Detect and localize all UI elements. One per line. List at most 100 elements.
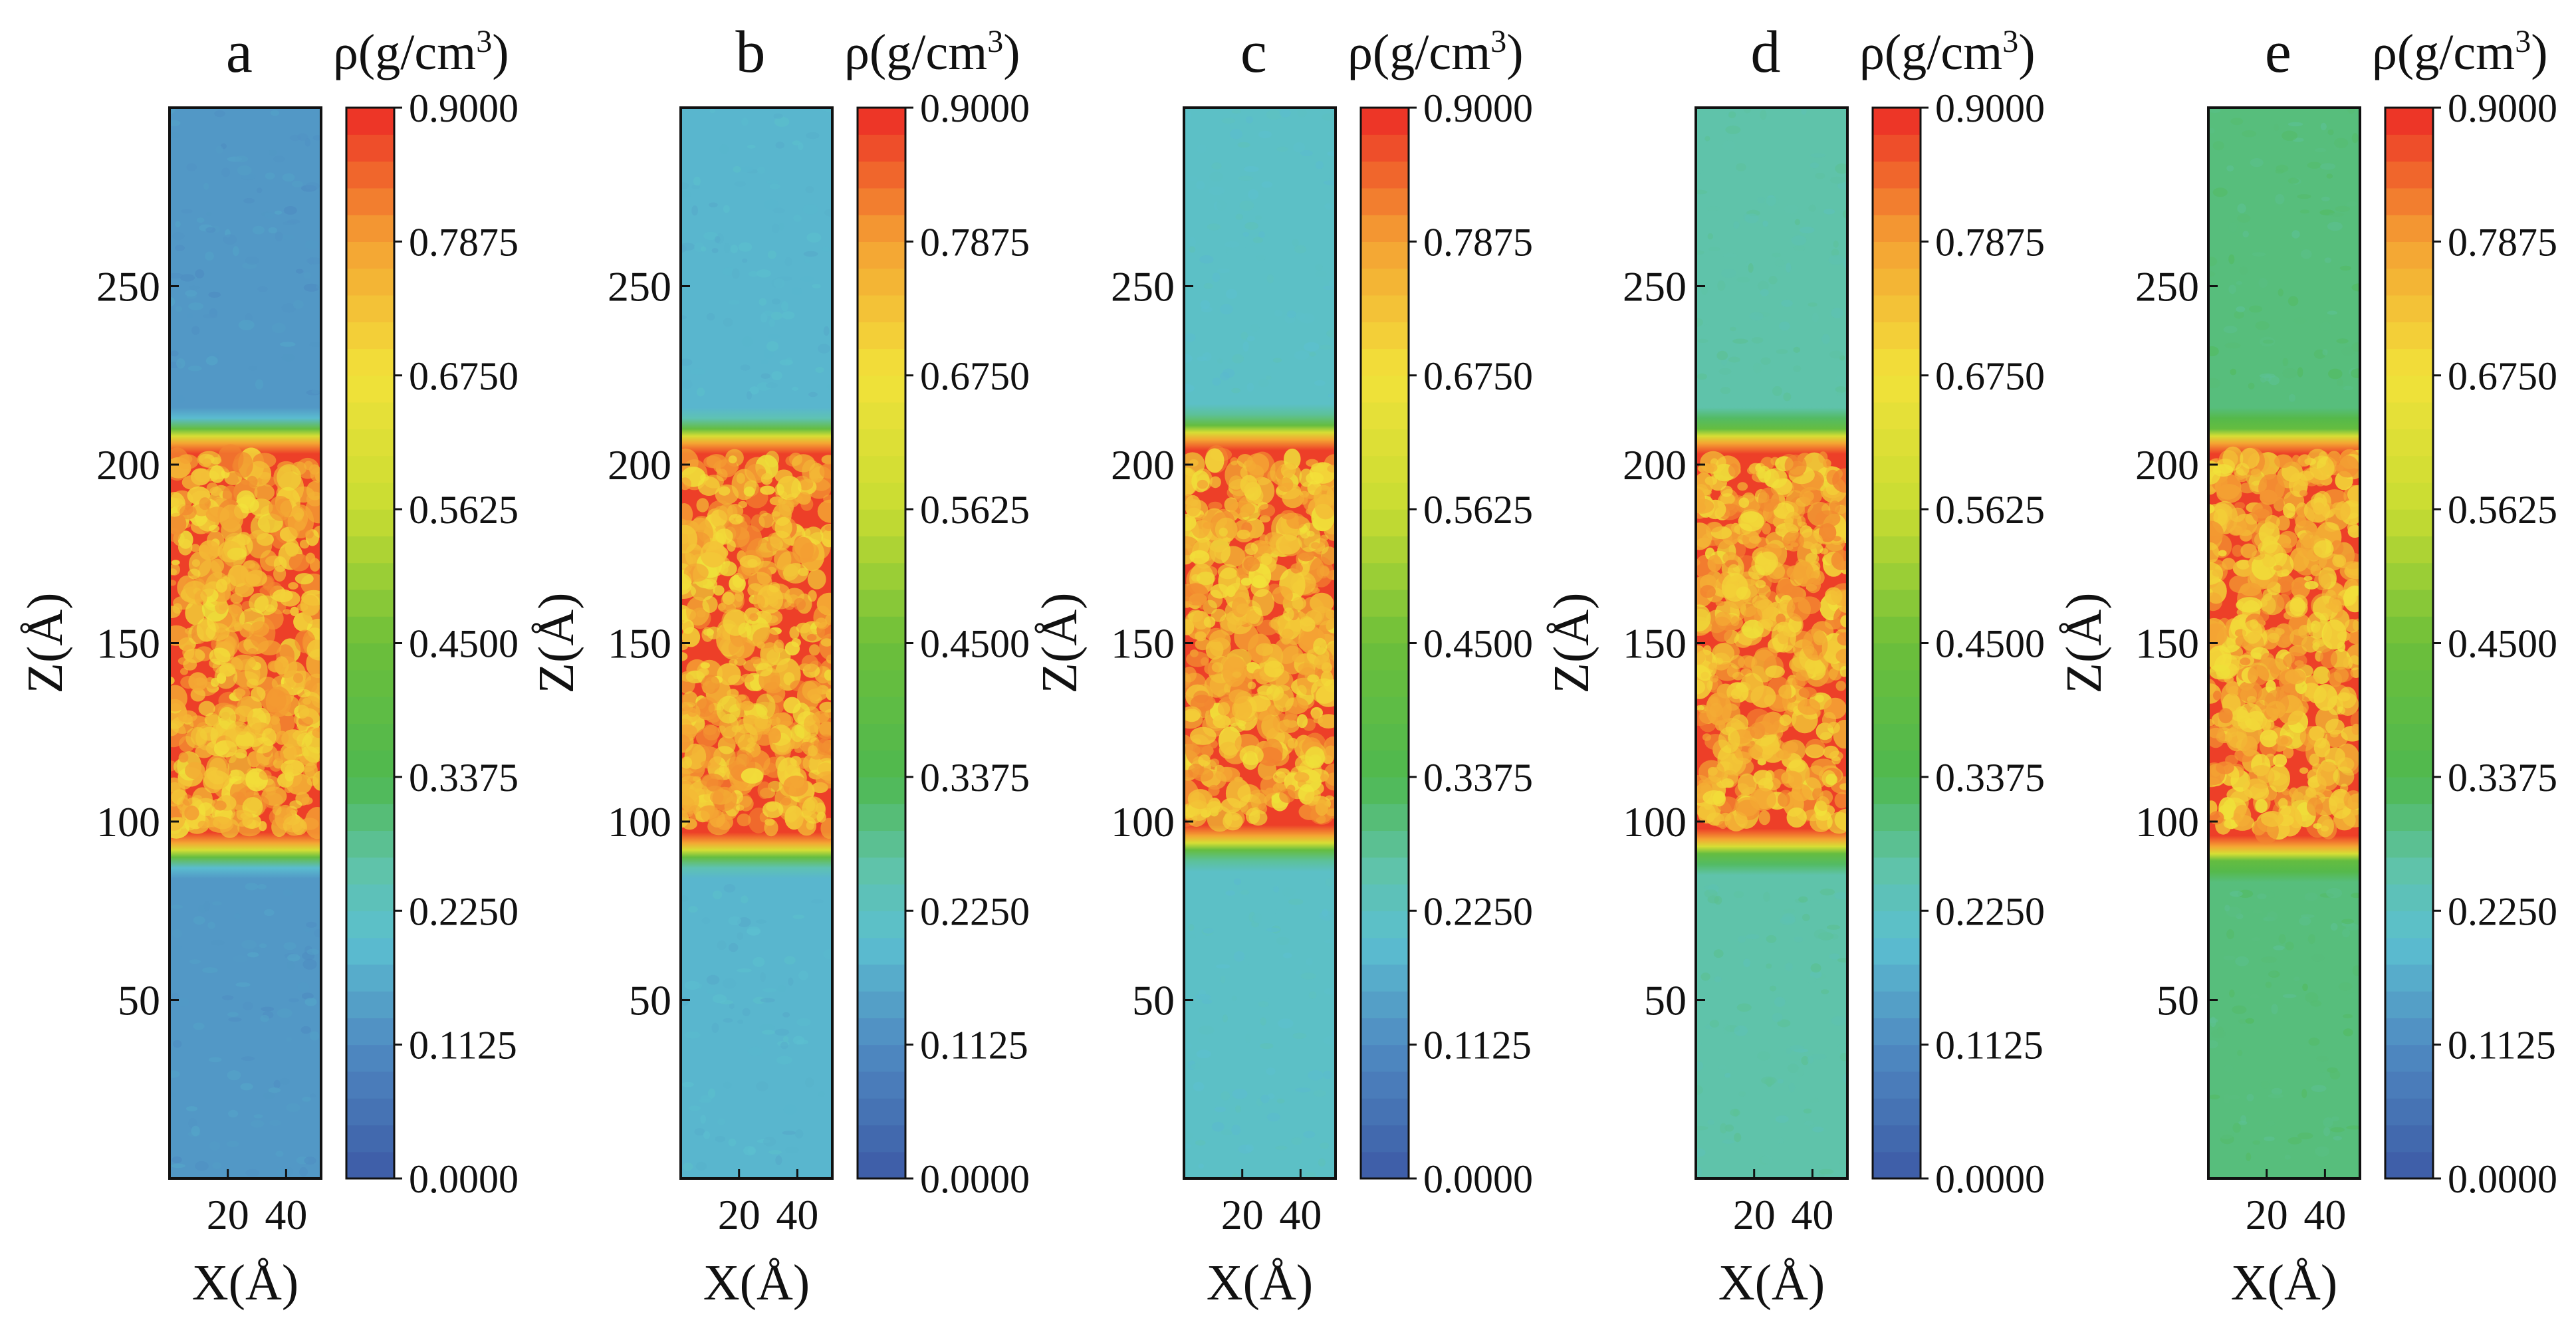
colorbar-band bbox=[346, 991, 394, 1018]
colorbar-band bbox=[858, 482, 905, 510]
colorbar-tick-label: 0.5625 bbox=[409, 488, 519, 532]
colorbar-band bbox=[1873, 830, 1921, 858]
colorbar-band bbox=[346, 669, 394, 697]
colorbar-band bbox=[1873, 482, 1921, 510]
colorbar-band bbox=[346, 134, 394, 162]
y-tick-label: 150 bbox=[608, 620, 671, 667]
colorbar-band bbox=[1361, 697, 1409, 724]
colorbar-band bbox=[1361, 883, 1409, 911]
panel-label: a bbox=[226, 19, 253, 85]
colorbar-band bbox=[1361, 482, 1409, 510]
x-tick-label: 20 bbox=[1221, 1191, 1264, 1238]
y-tick-label: 100 bbox=[1111, 798, 1175, 845]
colorbar-band bbox=[1873, 937, 1921, 965]
colorbar-title: ρ(g/cm3) bbox=[1347, 24, 1524, 81]
colorbar-tick-label: 0.9000 bbox=[409, 86, 519, 130]
colorbar-tick-label: 0.4500 bbox=[1423, 622, 1533, 666]
colorbar-band bbox=[2385, 991, 2433, 1018]
colorbar-band bbox=[858, 991, 905, 1018]
colorbar-tick-label: 0.7875 bbox=[920, 220, 1030, 264]
colorbar-band bbox=[2385, 1151, 2433, 1179]
colorbar-band bbox=[2385, 776, 2433, 804]
colorbar-band bbox=[2385, 1071, 2433, 1099]
colorbar-band bbox=[346, 964, 394, 992]
y-tick-label: 100 bbox=[96, 798, 160, 845]
colorbar-band bbox=[1873, 536, 1921, 564]
colorbar-band bbox=[2385, 215, 2433, 242]
colorbar-band bbox=[858, 1125, 905, 1153]
colorbar-band bbox=[858, 1044, 905, 1072]
colorbar-band bbox=[1873, 241, 1921, 269]
x-axis-label: X(Å) bbox=[1207, 1255, 1313, 1311]
colorbar-tick-label: 0.1125 bbox=[920, 1024, 1028, 1067]
y-tick-label: 200 bbox=[608, 441, 671, 489]
colorbar-band bbox=[858, 776, 905, 804]
colorbar-tick-label: 0.7875 bbox=[1423, 220, 1533, 264]
y-axis-label: Z(Å) bbox=[528, 593, 584, 694]
colorbar-band bbox=[1873, 348, 1921, 376]
y-axis-label: Z(Å) bbox=[1032, 593, 1088, 694]
colorbar-band bbox=[2385, 348, 2433, 376]
colorbar-band bbox=[1361, 402, 1409, 429]
x-tick-label: 20 bbox=[1733, 1191, 1776, 1238]
slab-texture bbox=[1696, 108, 1847, 1178]
colorbar-tick-label: 0.3375 bbox=[1423, 756, 1533, 800]
colorbar-band bbox=[1873, 857, 1921, 885]
colorbar-band bbox=[346, 375, 394, 403]
colorbar-tick-label: 0.5625 bbox=[2448, 488, 2557, 532]
colorbar-band bbox=[2385, 375, 2433, 403]
colorbar-band bbox=[1873, 375, 1921, 403]
colorbar-band bbox=[1873, 1071, 1921, 1099]
colorbar-tick-label: 0.3375 bbox=[409, 756, 519, 800]
colorbar-band bbox=[346, 616, 394, 644]
colorbar-band bbox=[346, 911, 394, 939]
colorbar-band bbox=[1361, 187, 1409, 215]
colorbar-band bbox=[1361, 669, 1409, 697]
colorbar-band bbox=[2385, 883, 2433, 911]
x-tick-label: 40 bbox=[776, 1191, 818, 1238]
colorbar-band bbox=[346, 215, 394, 242]
colorbar-band bbox=[858, 402, 905, 429]
colorbar-band bbox=[1361, 455, 1409, 483]
colorbar-band bbox=[1361, 723, 1409, 751]
colorbar-band bbox=[346, 509, 394, 537]
colorbar-band bbox=[858, 616, 905, 644]
colorbar-band bbox=[2385, 455, 2433, 483]
colorbar-band bbox=[1361, 536, 1409, 564]
colorbar-band bbox=[2385, 589, 2433, 617]
colorbar-tick-label: 0.2250 bbox=[920, 889, 1030, 933]
colorbar-tick-label: 0.0000 bbox=[1935, 1157, 2045, 1201]
colorbar-band bbox=[346, 1098, 394, 1126]
colorbar-band bbox=[1361, 322, 1409, 350]
colorbar-band bbox=[1361, 108, 1409, 135]
colorbar-band bbox=[1873, 429, 1921, 457]
colorbar-band bbox=[1873, 697, 1921, 724]
colorbar-band bbox=[1873, 1098, 1921, 1126]
slab-texture bbox=[681, 108, 832, 1171]
colorbar-band bbox=[1361, 1151, 1409, 1179]
colorbar-band bbox=[858, 1071, 905, 1099]
colorbar-band bbox=[1873, 776, 1921, 804]
colorbar-band bbox=[2385, 1098, 2433, 1126]
colorbar-band bbox=[858, 857, 905, 885]
colorbar-band bbox=[2385, 482, 2433, 510]
colorbar-tick-label: 0.6750 bbox=[409, 354, 519, 398]
slab-texture bbox=[1184, 108, 1336, 1178]
colorbar-title: ρ(g/cm3) bbox=[844, 24, 1020, 81]
colorbar-band bbox=[2385, 241, 2433, 269]
colorbar-band bbox=[2385, 697, 2433, 724]
colorbar-band bbox=[1873, 1018, 1921, 1046]
colorbar-band bbox=[1361, 509, 1409, 537]
colorbar-band bbox=[858, 937, 905, 965]
colorbar-band bbox=[1873, 268, 1921, 296]
colorbar-band bbox=[346, 776, 394, 804]
colorbar-tick-label: 0.6750 bbox=[1423, 354, 1533, 398]
colorbar-band bbox=[858, 294, 905, 322]
colorbar-band bbox=[346, 402, 394, 429]
colorbar-band bbox=[346, 643, 394, 671]
colorbar-band bbox=[1873, 134, 1921, 162]
colorbar-band bbox=[858, 697, 905, 724]
